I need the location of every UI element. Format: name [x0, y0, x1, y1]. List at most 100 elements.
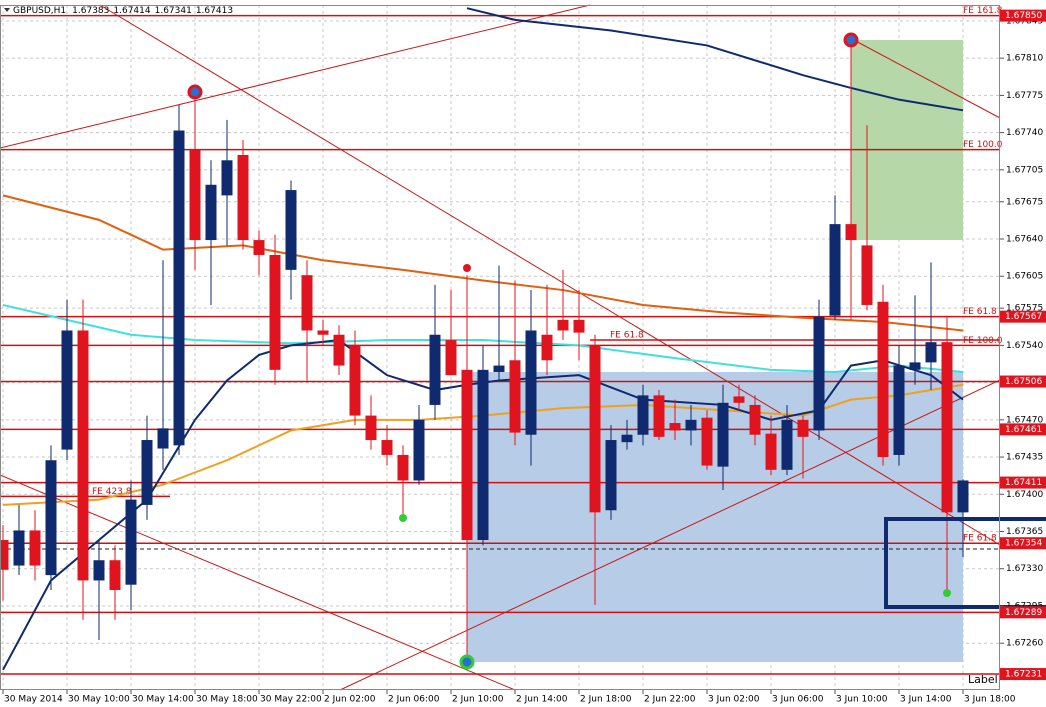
candle-body	[781, 419, 793, 470]
y-tick-label: 1.67705	[1006, 165, 1043, 175]
candle-body	[637, 395, 649, 435]
candle-body	[301, 275, 313, 331]
x-tick-label: 3 Jun 10:00	[836, 695, 888, 705]
candle-body	[269, 254, 281, 370]
menu-triangle	[4, 8, 10, 12]
price-label: 1.67289	[1005, 608, 1042, 618]
low-value: 1.67341	[155, 6, 192, 16]
candle-body	[525, 330, 537, 435]
candle-body	[109, 560, 121, 591]
x-tick-label: 2 Jun 14:00	[516, 695, 568, 705]
x-tick-label: 30 May 14:00	[132, 695, 194, 705]
annotation: Label	[968, 673, 998, 686]
candle-body	[605, 440, 617, 511]
candle-body	[877, 301, 889, 458]
level-note: FE 100.0	[963, 140, 1003, 150]
candle-body	[189, 149, 201, 241]
y-tick-label: 1.67330	[1006, 564, 1043, 574]
candle-body	[221, 160, 233, 196]
candle-body	[765, 433, 777, 470]
price-label-box	[1000, 476, 1046, 489]
price-label-box	[1000, 9, 1046, 22]
candle-body	[237, 154, 249, 241]
markers	[187, 32, 951, 670]
candle-body	[861, 245, 873, 305]
candle-body	[77, 330, 89, 581]
y-tick-label: 1.67605	[1006, 272, 1043, 282]
candle-body	[397, 454, 409, 481]
x-tick-label: 3 Jun 06:00	[772, 695, 824, 705]
x-tick-label: 30 May 22:00	[260, 695, 322, 705]
candle-body	[93, 560, 105, 581]
level-note: FE 100.0	[963, 336, 1003, 346]
candle-body	[381, 440, 393, 455]
y-tick-label: 1.67640	[1006, 235, 1043, 245]
candle-body	[285, 190, 297, 270]
price-label-box	[1000, 310, 1046, 323]
candle-body	[125, 499, 137, 585]
indicator-line	[2, 339, 964, 671]
x-tick-label: 2 Jun 10:00	[452, 695, 504, 705]
candle-body	[477, 369, 489, 541]
price-label: 1.67850	[1005, 11, 1042, 21]
candle-body	[685, 419, 697, 431]
candle-body	[413, 419, 425, 481]
candle-body	[797, 419, 809, 437]
x-tick-label: 3 Jun 14:00	[900, 695, 952, 705]
x-tick-label: 2 Jun 18:00	[580, 695, 632, 705]
y-tick-label: 1.67365	[1006, 527, 1043, 537]
y-tick-label: 1.67540	[1006, 341, 1043, 351]
candle-body	[0, 540, 9, 570]
candle-body	[925, 342, 937, 363]
y-tick-label: 1.67810	[1006, 54, 1043, 64]
level-note: FE 423.8	[92, 487, 132, 497]
price-label-box	[1000, 423, 1046, 436]
box-drawing	[884, 517, 1046, 609]
price-label: 1.67354	[1005, 539, 1042, 549]
candle-body	[429, 334, 441, 405]
candle-body	[461, 369, 473, 541]
y-tick-label: 1.67775	[1006, 91, 1043, 101]
candle-body	[845, 224, 857, 241]
indicator-line	[2, 194, 964, 332]
indicator-line	[2, 303, 964, 373]
price-label: 1.67461	[1005, 425, 1042, 435]
y-tick-label: 1.67470	[1006, 415, 1043, 425]
plot-border	[0, 5, 1000, 690]
candle-body	[701, 417, 713, 466]
y-tick-label: 1.67675	[1006, 197, 1043, 207]
candle-body	[557, 319, 569, 331]
candle-body	[621, 434, 633, 443]
y-tick-label: 1.67575	[1006, 304, 1043, 314]
y-tick-label: 1.67260	[1006, 639, 1043, 649]
candle-body	[253, 240, 265, 255]
target-rect	[851, 40, 963, 240]
y-tick-label: 1.67740	[1006, 128, 1043, 138]
x-tick-label: 3 Jun 18:00	[964, 695, 1016, 705]
candle-body	[957, 480, 969, 513]
candle-body	[893, 365, 905, 455]
candle-body	[541, 334, 553, 361]
candle-body	[45, 460, 57, 576]
candle-body	[157, 428, 169, 449]
price-label-box	[1000, 375, 1046, 388]
x-tick-label: 3 Jun 02:00	[708, 695, 760, 705]
x-tick-label: 30 May 2014	[4, 695, 63, 705]
price-label: 1.67411	[1005, 478, 1042, 488]
candle-body	[365, 415, 377, 441]
price-label-box	[1000, 606, 1046, 619]
candle-body	[909, 362, 921, 370]
candle-body	[141, 440, 153, 505]
x-tick-label: 2 Jun 02:00	[324, 695, 376, 705]
candle-body	[317, 330, 329, 335]
candle-body	[29, 530, 41, 566]
close-value: 1.67413	[196, 6, 233, 16]
symbol: GBPUSD,H1	[13, 6, 66, 16]
price-label: 1.67567	[1005, 312, 1042, 322]
candle-body	[349, 345, 361, 416]
candle-body	[205, 184, 217, 241]
price-label: 1.67231	[1005, 670, 1042, 680]
x-tick-label: 30 May 10:00	[68, 695, 130, 705]
candle-body	[749, 404, 761, 435]
